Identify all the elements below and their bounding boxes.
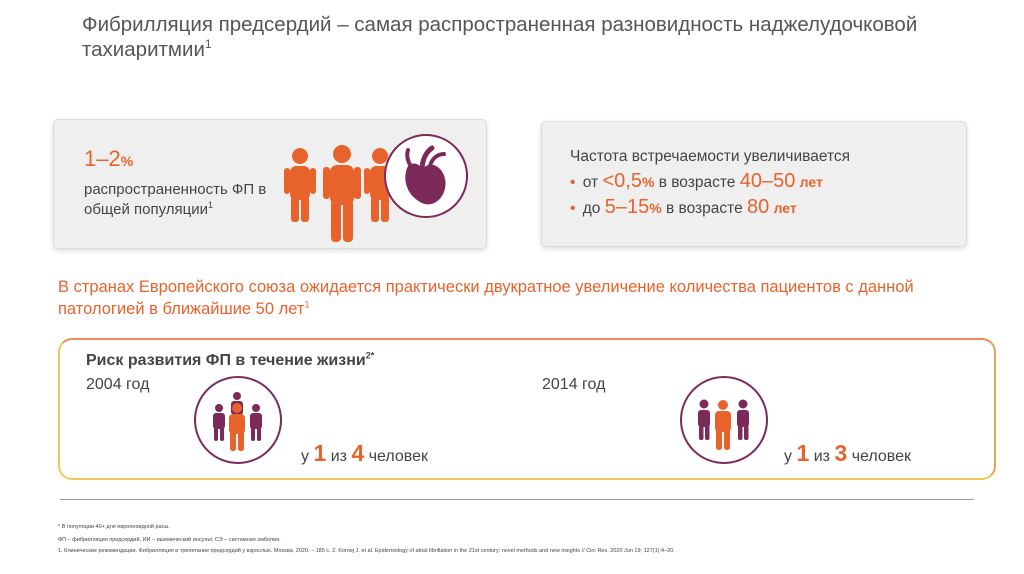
prevalence-ref: 1	[207, 200, 213, 210]
person-icon	[284, 148, 316, 222]
group-people-icon	[698, 399, 749, 450]
prevalence-label: распространенность ФП в общей популяции1	[84, 180, 284, 220]
person-icon	[323, 145, 361, 242]
ratio-prefix: у	[784, 448, 792, 465]
eu-forecast: В странах Европейского союза ожидается п…	[58, 276, 918, 320]
risk-ref: 2*	[365, 350, 375, 361]
frequency-mid: в возрасте	[658, 174, 736, 191]
frequency-unit: лет	[773, 200, 797, 216]
frequency-prefix: от	[582, 174, 599, 191]
ratio-denominator: 4	[351, 440, 365, 466]
ratio-suffix: человек	[368, 448, 429, 465]
eu-forecast-text: В странах Европейского союза ожидается п…	[58, 278, 914, 318]
ratio-numerator: 1	[313, 440, 327, 466]
footnote-references: 1. Клинические рекомендации. Фибрилляция…	[58, 548, 675, 554]
frequency-heading: Частота встречаемости увеличивается	[570, 148, 851, 165]
risk-1-in-3-badge	[680, 376, 768, 464]
heart-badge	[384, 134, 468, 218]
risk-ratio-2014: у 1 из 3 человек	[784, 440, 911, 467]
frequency-age: 40–50	[739, 170, 796, 192]
risk-title-text: Риск развития ФП в течение жизни	[86, 352, 366, 369]
title-ref: 1	[204, 37, 212, 52]
ratio-suffix: человек	[851, 448, 912, 465]
risk-1-in-4-badge	[194, 376, 282, 464]
ratio-mid: из	[813, 448, 830, 465]
risk-title: Риск развития ФП в течение жизни2*	[86, 350, 375, 370]
footnote-population: * В популяции 40+ для европеоидной расы.	[58, 524, 170, 530]
frequency-percent: %	[649, 200, 662, 216]
footnote-divider	[60, 499, 974, 500]
prevalence-number: 1–2	[84, 146, 121, 171]
person-icon	[737, 399, 749, 440]
person-icon	[250, 404, 262, 441]
frequency-prefix: до	[582, 200, 601, 217]
ratio-denominator: 3	[834, 440, 848, 466]
page-title-text: Фибрилляция предсердий – самая распростр…	[82, 13, 918, 61]
bullet: •	[570, 200, 576, 217]
frequency-age: 80	[747, 196, 770, 218]
risk-ratio-2004: у 1 из 4 человек	[301, 440, 428, 467]
prevalence-value: 1–2%	[84, 146, 133, 172]
year-label-2004: 2004 год	[86, 376, 150, 393]
person-icon	[715, 400, 731, 450]
frequency-unit: лет	[799, 174, 823, 190]
frequency-value: 5–15	[604, 196, 650, 218]
frequency-card	[542, 122, 966, 246]
frequency-item: • до 5–15% в возрасте 80 лет	[570, 196, 797, 219]
heart-icon	[405, 145, 446, 205]
ratio-prefix: у	[301, 448, 309, 465]
group-people-icon	[213, 392, 262, 451]
ratio-mid: из	[330, 448, 347, 465]
frequency-item: • от <0,5% в возрасте 40–50 лет	[570, 170, 823, 193]
prevalence-percent: %	[120, 153, 134, 169]
ratio-numerator: 1	[796, 440, 810, 466]
prevalence-label-text: распространенность ФП в общей популяции	[84, 181, 267, 218]
page-title: Фибрилляция предсердий – самая распростр…	[82, 12, 982, 62]
person-icon	[698, 399, 710, 440]
person-icon	[213, 404, 225, 441]
frequency-mid: в возрасте	[666, 200, 743, 217]
frequency-percent: %	[641, 174, 655, 190]
footnote-abbreviations: ФП – фибрилляция предсердий, ИИ – ишемич…	[58, 537, 281, 543]
year-label-2014: 2014 год	[542, 376, 606, 393]
eu-forecast-ref: 1	[304, 299, 310, 310]
bullet: •	[570, 174, 576, 191]
population-people-icon	[284, 145, 396, 242]
person-icon	[229, 403, 245, 451]
frequency-value: <0,5	[602, 170, 642, 192]
